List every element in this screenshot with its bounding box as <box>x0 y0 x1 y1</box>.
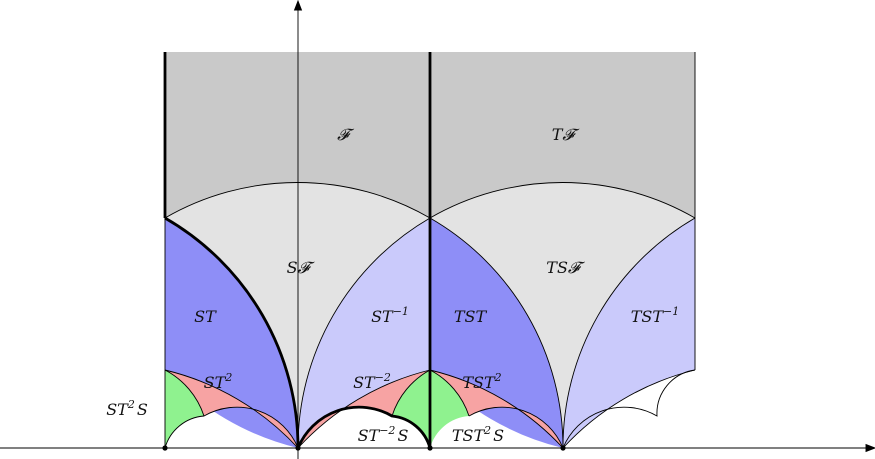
edge-small-arc-b <box>391 369 431 417</box>
edge-arc-165-to-298 <box>164 369 299 449</box>
region-ST2 <box>165 370 298 448</box>
label-ST2: ST2 <box>204 371 233 392</box>
edge-bottom-boundary-2 <box>468 406 564 449</box>
label-ST-1: ST−1 <box>371 305 409 326</box>
axis-point <box>295 445 301 451</box>
label-ST-2S: ST−2 S <box>358 424 409 445</box>
edge-arc-695-to-563-lower <box>562 369 696 449</box>
region-ST2S <box>165 370 204 448</box>
thick-bottom-boundary <box>296 405 432 449</box>
edge-arc-430-to-563-lower <box>429 369 564 449</box>
region-ST-1 <box>297 218 430 448</box>
label-TSF: TS𝓕 <box>546 258 586 277</box>
region-TF <box>430 52 695 218</box>
axis-point <box>560 445 566 451</box>
label-ST2S: ST2 S <box>106 398 148 419</box>
region-TST-1 <box>562 218 695 448</box>
thick-left-arc <box>164 216 300 449</box>
labels-layer: 𝓕 T𝓕 S𝓕 TS𝓕 ST ST−1 TST TST−1 ST2 ST−2 T… <box>106 125 679 445</box>
regions-layer <box>165 52 695 448</box>
region-TSF <box>430 182 695 448</box>
edge-bottom-boundary-1 <box>164 406 299 449</box>
label-ST: ST <box>194 307 217 326</box>
edge-arc-430-to-563 <box>429 217 564 449</box>
label-TST2: TST2 <box>462 371 501 392</box>
edge-bottom-boundary-3 <box>562 369 696 449</box>
edge-fundamental-arc-left <box>164 182 431 219</box>
axis-points <box>162 445 566 451</box>
label-ST-2: ST−2 <box>353 371 391 392</box>
region-TST2S <box>430 370 469 448</box>
edge-fundamental-arc-right <box>429 182 696 219</box>
label-TST2S: TST2 S <box>452 424 504 445</box>
edge-arc-430-to-298 <box>297 217 431 449</box>
region-ST-2 <box>298 370 430 448</box>
edge-small-arc-a <box>164 369 205 417</box>
thick-boundary-layer <box>163 52 432 449</box>
label-TST: TST <box>454 307 488 326</box>
label-TST-1: TST−1 <box>631 305 680 326</box>
edges-layer <box>164 52 696 449</box>
axis-point <box>162 445 168 451</box>
region-TST2 <box>430 370 563 448</box>
edge-arc-695-to-563 <box>562 217 696 449</box>
edge-arc-430-to-298-lower <box>297 369 431 449</box>
region-SF <box>165 182 430 448</box>
edge-small-arc-c <box>429 369 470 417</box>
x-axis-arrowhead <box>865 443 875 453</box>
label-SF: S𝓕 <box>287 258 316 277</box>
region-F <box>165 52 430 218</box>
y-axis-arrowhead <box>293 0 303 11</box>
label-TF: T𝓕 <box>552 125 581 144</box>
axis-point <box>427 445 433 451</box>
